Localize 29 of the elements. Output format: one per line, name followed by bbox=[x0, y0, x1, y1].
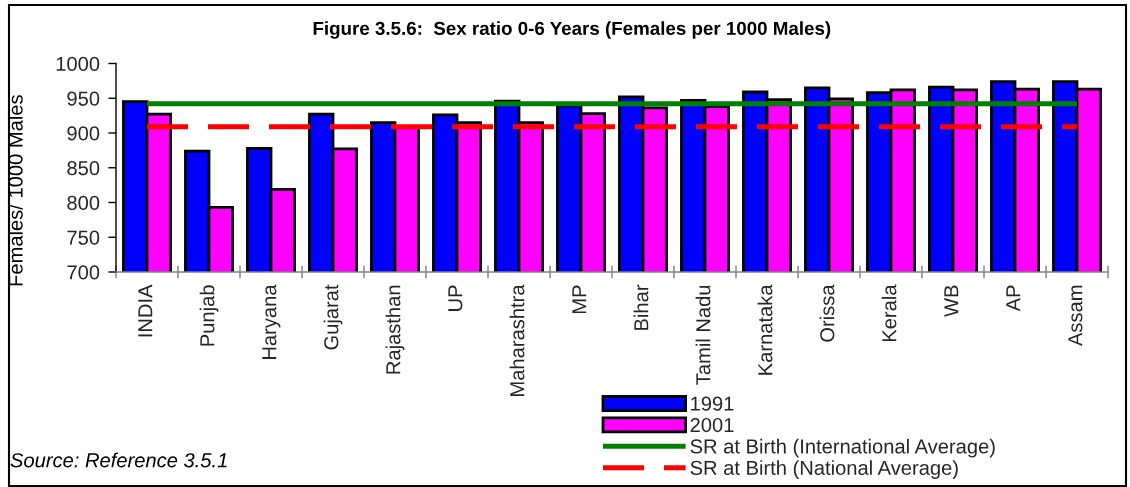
y-tick-label: 700 bbox=[67, 265, 100, 280]
y-tick-label: 900 bbox=[67, 126, 100, 141]
x-tick-label: Karnataka bbox=[757, 284, 773, 375]
chart-title: Figure 3.5.6: Sex ratio 0-6 Years (Females per 1000 Males) bbox=[313, 21, 831, 39]
y-tick-label: 850 bbox=[67, 160, 100, 176]
x-tick-label: Orissa bbox=[819, 284, 835, 342]
legend-label: SR at Birth (International Average) bbox=[690, 438, 995, 458]
x-tick-label: Gujarat bbox=[323, 284, 343, 350]
legend-label: SR at Birth (National Average) bbox=[690, 460, 958, 479]
x-tick-label: Tamil Nadu bbox=[695, 285, 711, 385]
y-tick-label: 950 bbox=[67, 91, 100, 106]
x-tick-label: Maharashtra bbox=[509, 284, 525, 396]
legend-label: 1991 bbox=[691, 396, 734, 411]
x-tick-label: Assam bbox=[1068, 285, 1083, 347]
source-note: Source: Reference 3.5.1 bbox=[10, 452, 227, 468]
x-tick-label: Punjab bbox=[199, 285, 219, 346]
y-tick-label: 800 bbox=[67, 195, 100, 210]
y-tick-label: 750 bbox=[67, 230, 100, 245]
x-tick-label: Kerala bbox=[881, 284, 897, 342]
x-tick-label: Haryana bbox=[262, 284, 281, 359]
y-tick-label: 1000 bbox=[56, 56, 100, 71]
x-tick-label: INDIA bbox=[138, 284, 153, 337]
x-tick-label: WB bbox=[944, 285, 959, 317]
x-tick-label: Bihar bbox=[633, 284, 649, 330]
x-tick-label: Rajasthan bbox=[385, 285, 405, 374]
x-tick-label: UP bbox=[448, 285, 463, 311]
x-tick-label: MP bbox=[572, 285, 587, 314]
x-tick-label: AP bbox=[1006, 285, 1021, 312]
legend-label: 2001 bbox=[690, 417, 734, 433]
